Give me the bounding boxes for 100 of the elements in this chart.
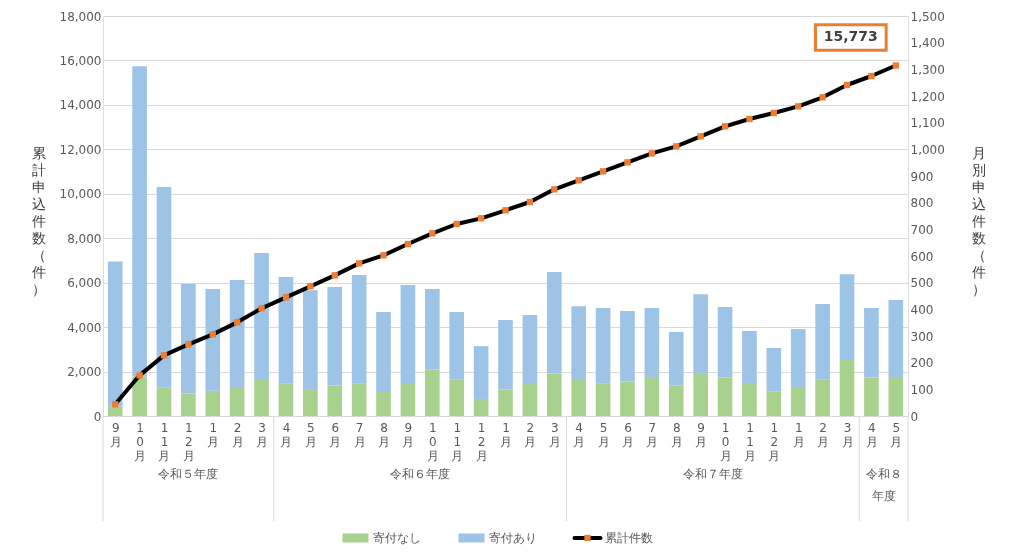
y2-tick-label: 700 xyxy=(910,222,934,237)
y-tick-label: 14,000 xyxy=(59,98,102,113)
data-label: 15,773 xyxy=(823,28,878,45)
x-tick-label: 4月 xyxy=(573,420,586,449)
bar xyxy=(254,253,269,379)
y2-tick-label: 900 xyxy=(910,169,934,184)
bar xyxy=(815,379,830,416)
y-tick-label: 2,000 xyxy=(67,365,102,380)
bar xyxy=(546,373,562,416)
y2-tick-label: 0 xyxy=(910,409,919,424)
bar xyxy=(742,382,757,416)
bar xyxy=(522,314,538,383)
text: 令和６年度 xyxy=(390,467,451,481)
bar xyxy=(498,389,513,416)
bar xyxy=(156,387,172,416)
x-tick-label: 11月 xyxy=(743,420,756,463)
x-tick-label: 8月 xyxy=(670,420,683,449)
bar xyxy=(766,348,782,392)
x-tick-label: 2月 xyxy=(524,420,537,449)
y-tick-label: 10,000 xyxy=(59,187,102,202)
y-tick-label: 8,000 xyxy=(67,231,102,246)
bar xyxy=(132,376,147,416)
y-tick-label: 6,000 xyxy=(67,276,102,291)
text: 月別申込件数（件） xyxy=(971,144,986,297)
bar xyxy=(156,186,172,388)
bar xyxy=(181,284,196,394)
x-tick-label: 10月 xyxy=(134,420,147,463)
x-tick-label: 10月 xyxy=(719,420,732,463)
bar xyxy=(888,377,904,416)
bar xyxy=(303,389,318,416)
y2-tick-label: 500 xyxy=(910,276,934,291)
bar xyxy=(205,390,221,416)
bar xyxy=(327,385,343,416)
x-tick-label: 4月 xyxy=(280,420,293,449)
bar xyxy=(668,385,684,416)
y2-tick-label: 800 xyxy=(910,196,934,211)
bar xyxy=(376,312,391,391)
bar xyxy=(644,377,660,416)
y2-tick-label: 600 xyxy=(910,249,934,264)
x-tick-label: 3月 xyxy=(548,420,561,449)
bar xyxy=(717,377,733,416)
x-tick-label: 11月 xyxy=(451,420,464,463)
bar xyxy=(425,289,440,370)
x-tick-label: 2月 xyxy=(817,420,830,449)
bar xyxy=(473,398,489,416)
bar xyxy=(376,390,391,416)
bar xyxy=(449,312,465,380)
y2-tick-label: 100 xyxy=(910,382,934,397)
x-tick-label: 3月 xyxy=(841,420,854,449)
x-tick-label: 6月 xyxy=(621,420,634,449)
bar xyxy=(351,383,367,416)
legend-label: 寄付なし xyxy=(372,531,421,545)
bar xyxy=(546,272,562,374)
y2-tick-label: 1,100 xyxy=(910,116,945,131)
bar xyxy=(400,382,416,416)
x-tick-label: 7月 xyxy=(353,420,366,449)
bar xyxy=(742,330,757,383)
bar xyxy=(327,286,343,386)
y-tick-label: 12,000 xyxy=(59,142,102,157)
bar xyxy=(864,377,879,416)
x-tick-label: 10月 xyxy=(426,420,439,463)
bar xyxy=(107,261,123,407)
bar xyxy=(473,346,489,399)
y-tick-label: 18,000 xyxy=(59,9,102,24)
text: 累計申込件数（件） xyxy=(31,144,46,297)
y2-tick-label: 1,400 xyxy=(910,36,945,51)
bar xyxy=(693,294,708,374)
x-tick-label: 1月 xyxy=(792,420,805,449)
legend-label: 寄付あり xyxy=(488,531,537,545)
bar xyxy=(766,391,782,416)
bar xyxy=(351,274,367,384)
x-tick-label: 12月 xyxy=(475,420,488,463)
y2-tick-label: 1,500 xyxy=(910,9,945,24)
x-tick-label: 1月 xyxy=(500,420,512,449)
y2-tick-label: 1,300 xyxy=(910,62,945,77)
bar xyxy=(303,290,318,390)
bar xyxy=(790,329,806,387)
y2-tick-label: 1,000 xyxy=(910,142,945,157)
x-tick-label: 9月 xyxy=(402,420,415,449)
bar xyxy=(815,304,830,380)
bar xyxy=(400,285,416,383)
x-tick-label: 11月 xyxy=(158,420,171,463)
bar xyxy=(205,289,221,391)
bar xyxy=(278,277,294,384)
bar xyxy=(132,66,147,377)
bar xyxy=(717,306,733,378)
bar xyxy=(620,310,635,382)
bar xyxy=(790,386,806,416)
bar xyxy=(620,381,635,416)
y2-tick-label: 300 xyxy=(910,329,934,344)
bar xyxy=(229,386,245,416)
text: 令和８年度 xyxy=(865,467,902,503)
x-tick-label: 5月 xyxy=(890,420,903,449)
bar xyxy=(595,383,611,416)
x-tick-label: 1月 xyxy=(207,420,220,449)
y-tick-label: 16,000 xyxy=(59,53,102,68)
y2-tick-label: 400 xyxy=(910,302,934,317)
bar xyxy=(839,274,855,359)
x-tick-label: 7月 xyxy=(646,420,659,449)
bar xyxy=(107,406,123,416)
